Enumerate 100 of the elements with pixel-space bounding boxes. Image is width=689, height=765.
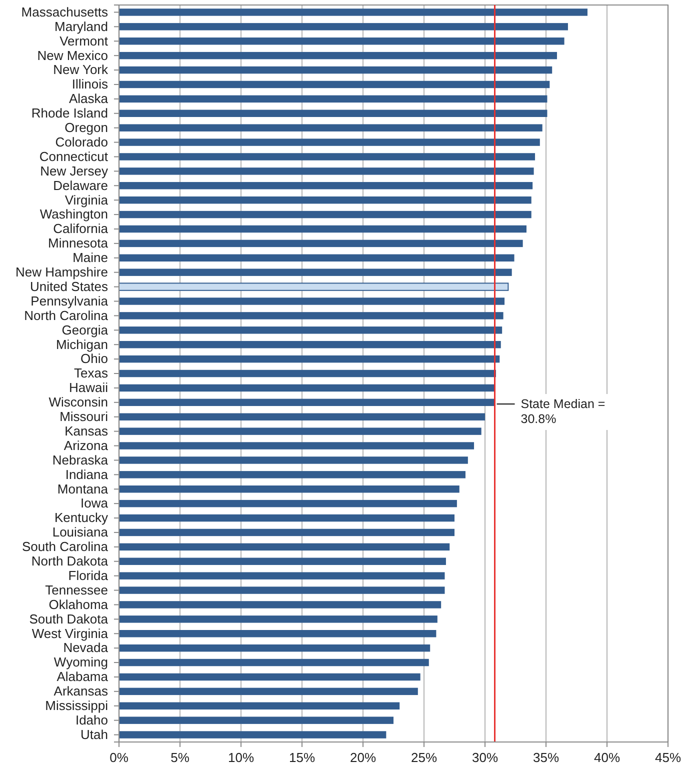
- bar: [119, 254, 514, 262]
- y-tick-label: Louisiana: [52, 524, 109, 540]
- y-tick-label: Maine: [72, 250, 108, 266]
- y-tick-label: Montana: [57, 481, 109, 496]
- bar: [119, 644, 430, 652]
- bar: [119, 355, 500, 363]
- bar: [119, 572, 445, 580]
- y-tick-label: New Mexico: [37, 48, 108, 63]
- y-tick-label: South Carolina: [22, 539, 109, 554]
- x-tick-label: 15%: [288, 750, 316, 765]
- bar: [119, 80, 550, 88]
- x-tick-label: 45%: [654, 750, 682, 765]
- bar: [119, 601, 442, 608]
- y-tick-label: Pennsylvania: [30, 293, 109, 308]
- bar: [119, 196, 532, 204]
- bar: [119, 52, 557, 60]
- bar: [119, 182, 533, 190]
- y-tick-label: Oregon: [64, 120, 108, 135]
- bar: [119, 124, 542, 132]
- bar: [119, 240, 523, 248]
- bar: [119, 616, 438, 623]
- x-tick-label: 0%: [110, 750, 129, 765]
- y-tick-label: Massachusetts: [21, 4, 108, 20]
- bar: [119, 471, 466, 478]
- ref-line-label: State Median = 30.8%: [520, 397, 606, 426]
- y-tick-label: California: [53, 221, 109, 236]
- bar: [119, 702, 400, 710]
- bar: [119, 528, 454, 536]
- bar: [119, 370, 496, 378]
- bar: [119, 38, 564, 45]
- bar: [119, 558, 446, 565]
- bar: [119, 225, 526, 233]
- y-tick-label: Alaska: [68, 91, 109, 106]
- bar: [119, 398, 495, 406]
- bar: [119, 23, 568, 30]
- y-tick-label: Mississippi: [45, 698, 108, 714]
- y-tick-label: Ohio: [80, 351, 108, 366]
- y-tick-label: Michigan: [56, 336, 108, 352]
- y-tick-label: Georgia: [62, 322, 109, 338]
- y-tick-label: Tennessee: [45, 582, 108, 598]
- y-tick-label: Missouri: [60, 409, 108, 424]
- y-tick-label: West Virginia: [32, 626, 109, 641]
- bar: [119, 210, 532, 218]
- y-tick-label: Florida: [68, 568, 109, 583]
- y-tick-label: Vermont: [60, 33, 108, 48]
- y-tick-label: Alabama: [56, 669, 109, 684]
- y-tick-label: New Jersey: [40, 163, 108, 178]
- bar: [119, 66, 552, 74]
- y-tick-label: Virginia: [64, 192, 109, 208]
- bar: [119, 153, 536, 160]
- y-tick-label: Nevada: [63, 640, 109, 656]
- bar: [119, 340, 501, 348]
- y-tick-label: Utah: [80, 726, 108, 742]
- bar: [119, 658, 429, 666]
- y-tick-label: Arizona: [64, 438, 109, 453]
- bar: [119, 543, 450, 551]
- bar: [119, 326, 502, 334]
- bar: [118, 282, 509, 291]
- bar: [119, 110, 548, 117]
- x-tick-label: 25%: [410, 750, 438, 765]
- x-tick-label: 5%: [170, 750, 190, 765]
- bar: [119, 586, 445, 594]
- y-tick-label: Wisconsin: [48, 394, 108, 410]
- bar: [119, 428, 482, 435]
- y-tick-label: United States: [30, 278, 108, 294]
- x-tick-label: 20%: [350, 750, 376, 765]
- bar: [119, 731, 386, 738]
- y-tick-label: Maryland: [54, 18, 108, 34]
- y-tick-label: Rhode Island: [31, 106, 108, 121]
- x-tick-label: 35%: [532, 750, 560, 765]
- bar: [119, 268, 512, 276]
- bar: [119, 8, 588, 16]
- y-tick-label: Illinois: [72, 76, 108, 92]
- y-tick-label: Kansas: [64, 423, 108, 438]
- x-tick-label: 40%: [594, 750, 620, 765]
- bar: [119, 138, 540, 146]
- bar: [119, 485, 460, 493]
- bar: [119, 413, 485, 420]
- y-tick-label: North Dakota: [31, 554, 109, 569]
- y-tick-label: Delaware: [53, 178, 108, 193]
- y-tick-label: Iowa: [80, 496, 109, 511]
- bar: [119, 95, 548, 103]
- y-tick-label: Minnesota: [48, 236, 109, 251]
- bar: [119, 456, 468, 464]
- y-tick-label: Nebraska: [52, 452, 109, 468]
- bar: [119, 298, 505, 305]
- bar: [119, 688, 418, 696]
- y-tick-label: Texas: [74, 366, 108, 381]
- y-tick-label: Washington: [40, 206, 108, 222]
- y-tick-label: Arkansas: [54, 684, 108, 699]
- y-tick-label: New York: [53, 62, 108, 78]
- y-tick-label: Kentucky: [54, 510, 108, 526]
- y-tick-label: Oklahoma: [48, 596, 109, 612]
- y-tick-label: Connecticut: [39, 148, 108, 164]
- bar: [119, 514, 454, 522]
- bar: [119, 673, 420, 681]
- bar: [119, 168, 534, 175]
- bar: [119, 312, 504, 320]
- y-tick-label: Wyoming: [54, 654, 108, 670]
- y-tick-label: Colorado: [55, 134, 108, 150]
